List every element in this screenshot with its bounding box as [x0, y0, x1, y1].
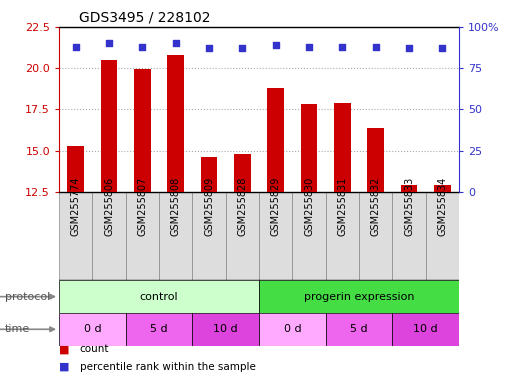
Bar — [401, 185, 418, 192]
Bar — [259, 280, 459, 313]
Text: time: time — [5, 324, 30, 334]
Text: 5 d: 5 d — [350, 324, 368, 334]
Point — [138, 44, 146, 50]
Bar — [167, 55, 184, 192]
Text: protocol: protocol — [5, 291, 50, 302]
Text: 10 d: 10 d — [413, 324, 438, 334]
Point — [338, 44, 346, 50]
Bar — [234, 154, 251, 192]
Bar — [59, 313, 126, 346]
Bar — [434, 185, 451, 192]
Text: GSM255832: GSM255832 — [371, 177, 381, 236]
Bar — [334, 103, 351, 192]
Text: GSM255808: GSM255808 — [171, 177, 181, 236]
Bar — [301, 104, 318, 192]
Point — [371, 44, 380, 50]
Text: GSM255829: GSM255829 — [271, 177, 281, 236]
Text: ■: ■ — [59, 344, 69, 354]
Bar — [267, 88, 284, 192]
Bar — [134, 69, 151, 192]
Text: GSM255830: GSM255830 — [304, 177, 314, 236]
Text: percentile rank within the sample: percentile rank within the sample — [80, 362, 255, 372]
Bar — [226, 192, 259, 280]
Point — [105, 40, 113, 46]
Bar — [367, 127, 384, 192]
Text: 0 d: 0 d — [284, 324, 301, 334]
Text: control: control — [140, 291, 179, 302]
Text: GSM255833: GSM255833 — [404, 177, 414, 236]
Bar — [192, 313, 259, 346]
Bar — [259, 313, 326, 346]
Point — [305, 44, 313, 50]
Bar — [259, 192, 292, 280]
Text: GDS3495 / 228102: GDS3495 / 228102 — [79, 10, 210, 24]
Bar — [326, 192, 359, 280]
Point — [438, 45, 446, 51]
Bar — [59, 192, 92, 280]
Bar — [426, 192, 459, 280]
Bar — [292, 192, 326, 280]
Text: progerin expression: progerin expression — [304, 291, 415, 302]
Text: GSM255831: GSM255831 — [338, 177, 347, 236]
Point — [171, 40, 180, 46]
Text: GSM255807: GSM255807 — [137, 177, 147, 236]
Text: GSM255834: GSM255834 — [438, 177, 447, 236]
Text: GSM255774: GSM255774 — [71, 177, 81, 236]
Text: ■: ■ — [59, 362, 69, 372]
Text: count: count — [80, 344, 109, 354]
Text: GSM255809: GSM255809 — [204, 177, 214, 236]
Bar — [101, 60, 117, 192]
Text: GSM255806: GSM255806 — [104, 177, 114, 236]
Bar — [159, 192, 192, 280]
Point — [405, 45, 413, 51]
Bar — [126, 313, 192, 346]
Text: 0 d: 0 d — [84, 324, 101, 334]
Point — [238, 45, 246, 51]
Text: 10 d: 10 d — [213, 324, 238, 334]
Point — [71, 44, 80, 50]
Bar — [392, 313, 459, 346]
Text: 5 d: 5 d — [150, 324, 168, 334]
Bar — [392, 192, 426, 280]
Bar — [126, 192, 159, 280]
Bar — [92, 192, 126, 280]
Bar — [67, 146, 84, 192]
Bar — [59, 280, 259, 313]
Text: GSM255828: GSM255828 — [238, 177, 247, 236]
Bar — [192, 192, 226, 280]
Bar — [359, 192, 392, 280]
Point — [271, 42, 280, 48]
Point — [205, 45, 213, 51]
Bar — [326, 313, 392, 346]
Bar — [201, 157, 218, 192]
